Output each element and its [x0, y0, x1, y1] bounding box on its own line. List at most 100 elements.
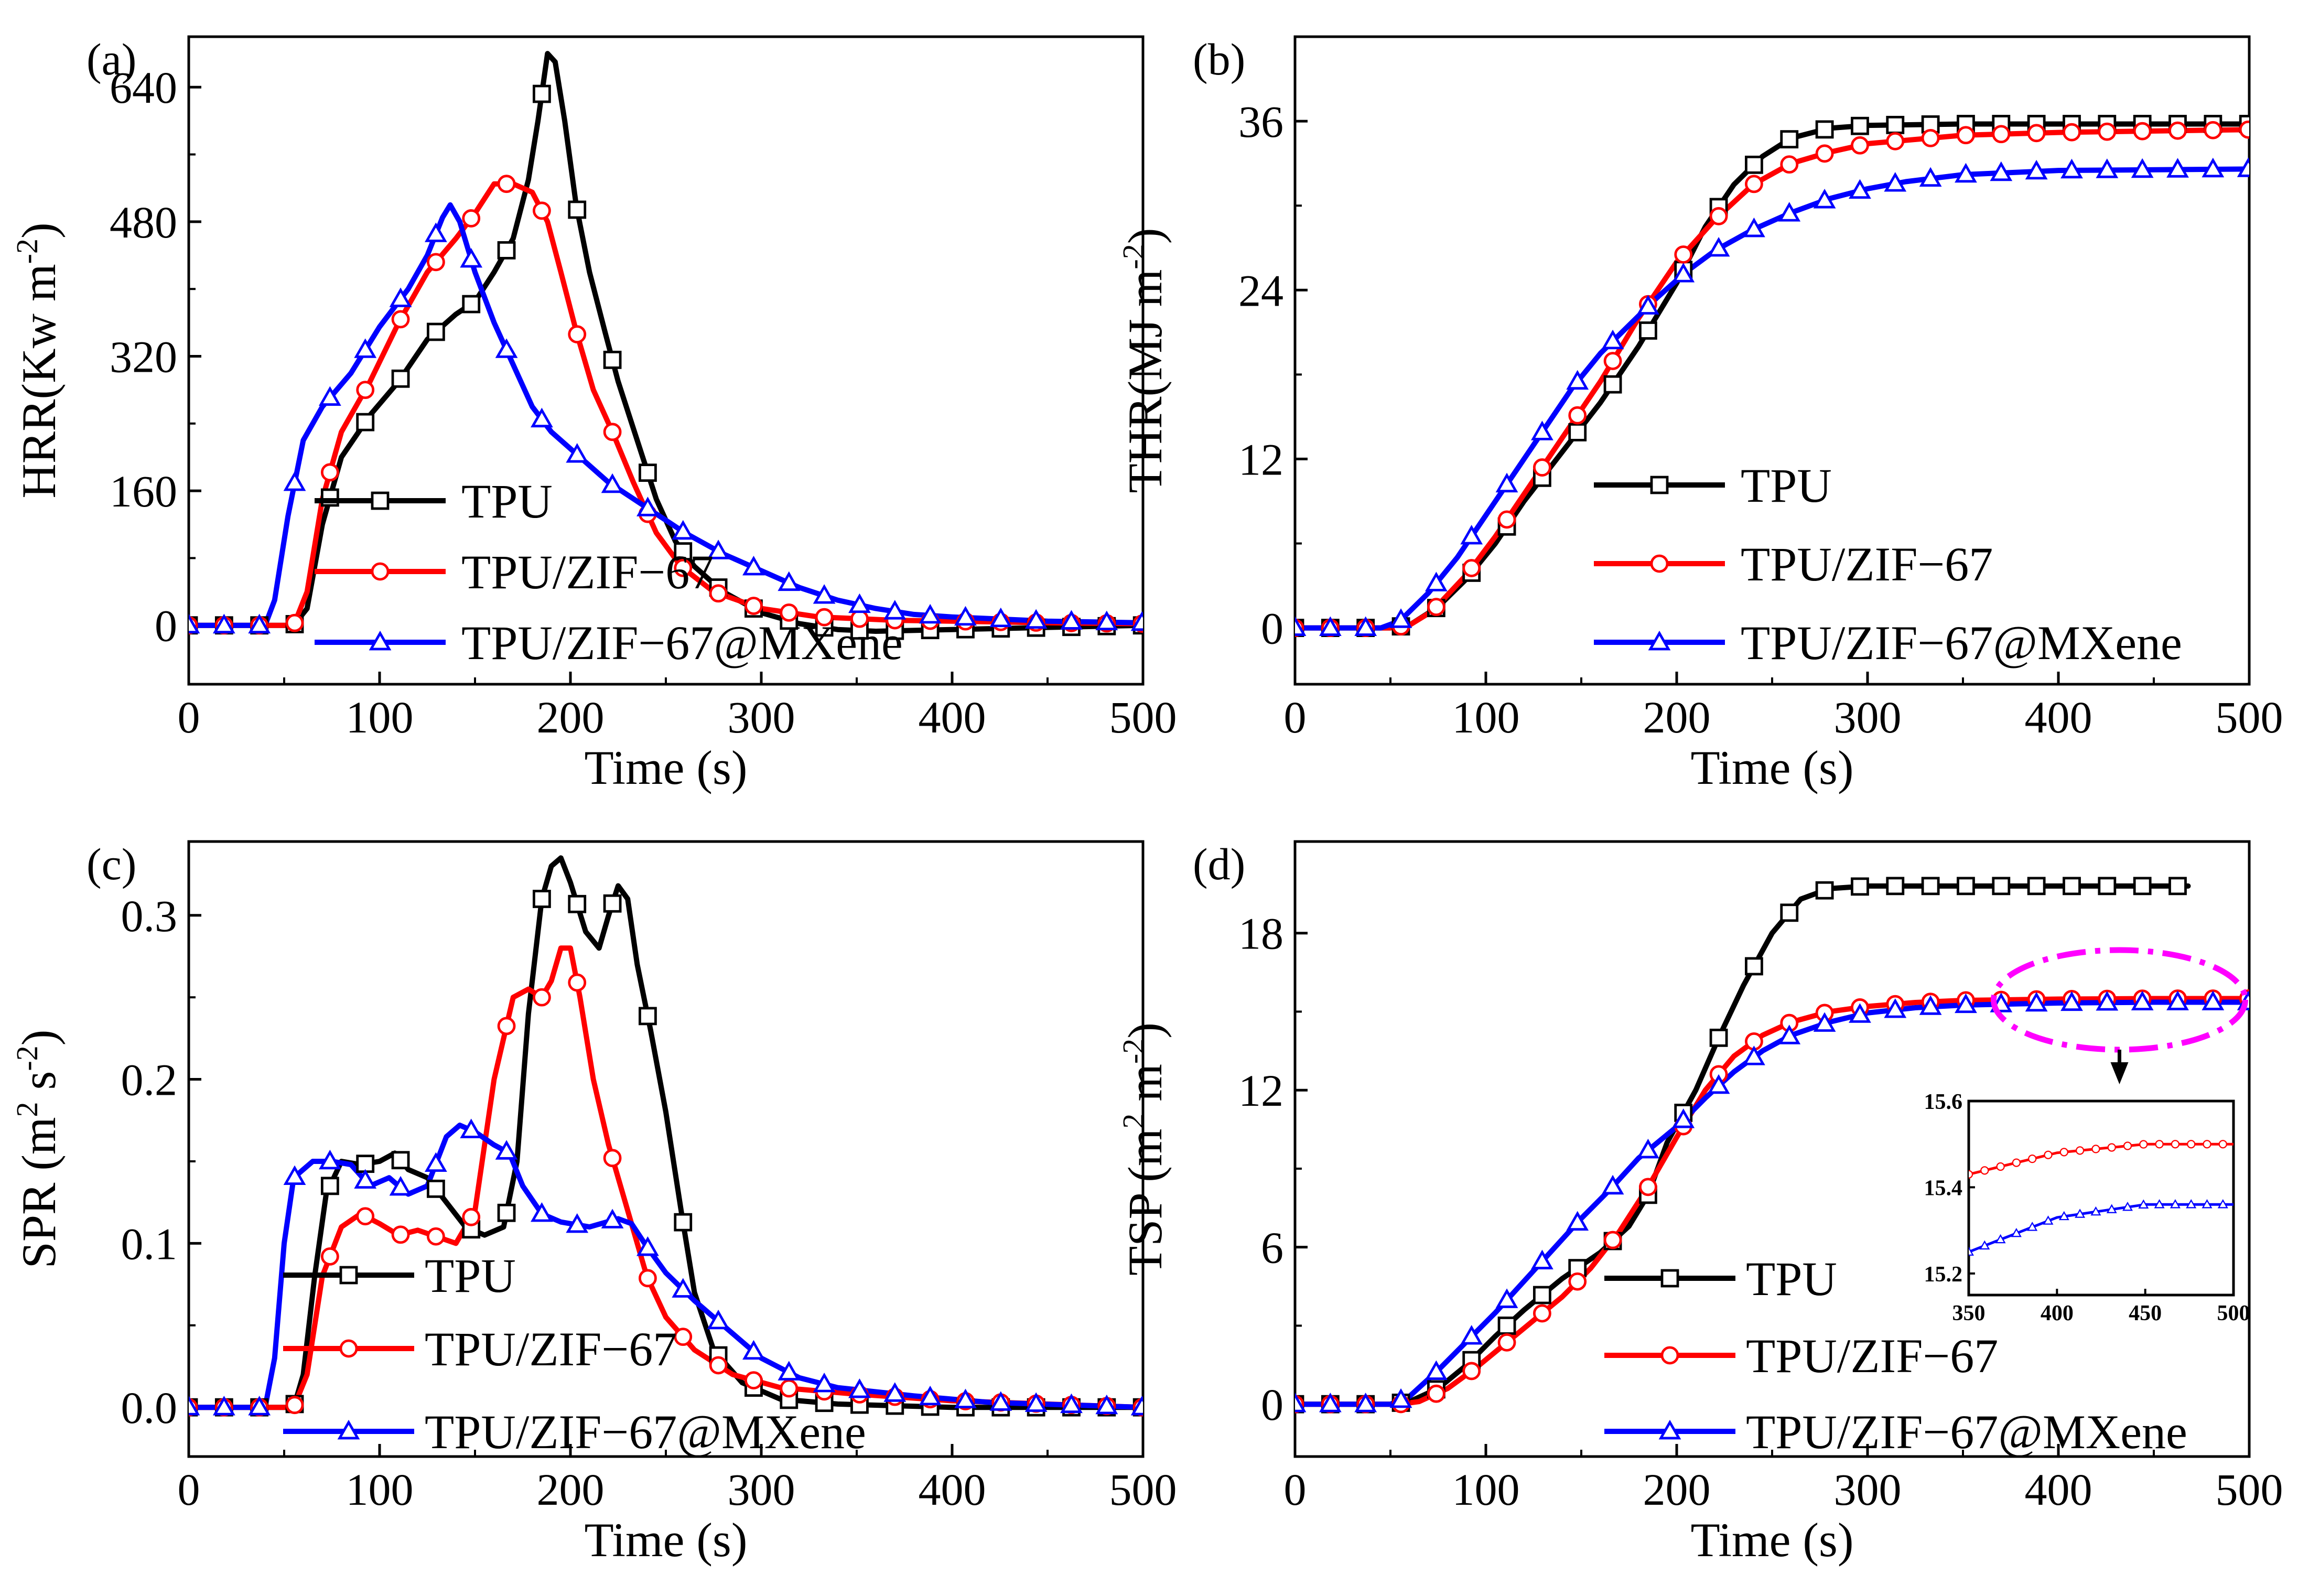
x-tick-label: 200	[537, 1464, 605, 1515]
inset-point-tpu-zif67-mxene	[2170, 1199, 2181, 1209]
data-point-tpu-zif67-mxene	[1601, 1174, 1624, 1195]
data-point-tpu-zif67-mxene	[919, 603, 942, 624]
data-point-tpu-zif67	[674, 558, 693, 577]
inset-point-tpu-zif67	[2028, 1155, 2037, 1163]
data-point-tpu-zif67-mxene	[2060, 158, 2083, 179]
data-point-tpu-zif67-mxene	[212, 1396, 235, 1416]
x-tick-label: 200	[1643, 1464, 1711, 1515]
y-tick-label: 640	[110, 62, 177, 113]
x-tick-label: 400	[2025, 1464, 2092, 1515]
data-point-tpu-zif67-mxene	[707, 1309, 730, 1330]
y-axis-label-superscript: 2	[10, 1102, 44, 1117]
data-point-tpu-zif67-mxene	[1778, 202, 1801, 222]
x-tick-label: 100	[1452, 1464, 1520, 1515]
y-axis-label: THR(MJ m-2)	[1116, 228, 1172, 493]
data-point-tpu-zif67-mxene	[707, 540, 730, 559]
data-point-tpu-zif67	[780, 603, 799, 622]
y-axis-label-superscript: -2	[10, 239, 44, 264]
data-point-tpu-zif67-mxene	[2131, 158, 2154, 178]
data-point-tpu-zif67-mxene	[1319, 616, 1342, 636]
y-axis-label-part: m	[1118, 1064, 1172, 1114]
data-point-tpu-zif67	[815, 608, 834, 627]
y-axis-label: TSP (m2 m-2)	[1116, 1022, 1172, 1276]
data-point-tpu-zif67	[462, 1207, 481, 1226]
data-point-tpu-zif67	[497, 1017, 516, 1036]
data-point-tpu-zif67-mxene	[389, 1176, 412, 1196]
data-point-tpu	[1533, 1286, 1551, 1304]
data-point-tpu-zif67-mxene	[2131, 990, 2154, 1010]
x-tick-label: 400	[919, 692, 986, 742]
data-point-tpu-zif67-mxene	[778, 571, 801, 591]
data-point-tpu-zif67-mxene	[2202, 990, 2225, 1010]
x-tick-label: 0	[178, 1464, 200, 1515]
data-point-tpu-zif67-mxene	[1849, 179, 1871, 199]
data-point-tpu-zif67	[568, 973, 587, 992]
data-point-tpu-zif67-mxene	[424, 1152, 447, 1172]
data-point-tpu-zif67-mxene	[531, 1202, 553, 1222]
data-point-tpu-zif67-mxene	[636, 497, 659, 516]
panel-c-spr: 0 100 200 300 400 500 0.0 0.1 0.2 0.3(c) Time (s) S…	[10, 839, 1177, 1567]
data-point-tpu	[639, 463, 657, 482]
data-point-tpu-zif67-mxene	[189, 1396, 200, 1416]
series-group	[1295, 115, 2249, 638]
data-point-tpu-zif67-mxene	[813, 584, 836, 604]
data-point-tpu	[1851, 877, 1869, 896]
y-tick-label: 24	[1238, 265, 1283, 316]
x-tick-label: 300	[1834, 692, 1902, 742]
data-point-tpu-zif67-mxene	[742, 555, 765, 576]
data-point-tpu-zif67	[1780, 155, 1799, 174]
legend-label-tpu-zif67-mxene: TPU/ZIF−67@MXene	[425, 1405, 866, 1459]
data-point-tpu-zif67	[426, 1227, 445, 1246]
data-point-tpu-zif67-mxene	[1637, 295, 1659, 315]
data-point-tpu-zif67-mxene	[1601, 329, 1624, 350]
panel-letter: (d)	[1193, 839, 1245, 889]
inset-point-tpu-zif67-mxene	[2106, 1204, 2117, 1213]
inset-point-tpu-zif67-mxene	[2138, 1199, 2149, 1209]
legend-label-tpu-zif67-mxene: TPU/ZIF−67@MXene	[1741, 616, 2182, 670]
y-tick-label: 320	[110, 331, 177, 382]
data-point-tpu-zif67-mxene	[1707, 236, 1730, 257]
data-point-tpu-zif67-mxene	[813, 1372, 836, 1393]
data-point-tpu-zif67-mxene	[1530, 420, 1553, 440]
x-tick-label: 300	[728, 692, 795, 742]
data-point-tpu-zif67	[533, 201, 551, 220]
legend-marker-tpu-zif67	[339, 1339, 358, 1358]
data-point-tpu-zif67-mxene	[1955, 163, 1977, 183]
data-point-tpu-zif67	[1462, 1362, 1481, 1381]
y-axis-label-superscript: 2	[1116, 1114, 1150, 1129]
series-group	[1295, 877, 2249, 1414]
panel-d-tsp: 0 100 200 300 400 500 0 6 12 18 (d) Time (s) TSP (m2…	[1116, 839, 2283, 1567]
panel-letter: (c)	[87, 839, 136, 889]
data-point-tpu-zif67-mxene	[283, 471, 306, 491]
inset-point-tpu-zif67	[1996, 1162, 2005, 1171]
data-point-tpu-zif67	[2133, 122, 2152, 141]
data-point-tpu	[320, 1177, 339, 1195]
data-point-tpu-zif67	[391, 1225, 410, 1244]
data-point-tpu-zif67-mxene	[460, 247, 483, 268]
x-tick-label: 100	[346, 692, 414, 742]
data-point-tpu	[1886, 877, 1905, 896]
data-point-tpu-zif67	[356, 1207, 375, 1226]
inset-point-tpu-zif67-mxene	[1969, 1246, 1974, 1256]
data-point-tpu	[497, 1203, 516, 1222]
x-tick-label: 400	[919, 1464, 986, 1515]
data-point-tpu	[1815, 881, 1834, 900]
y-tick-label: 36	[1238, 96, 1283, 147]
zoom-arrowhead	[2110, 1062, 2129, 1084]
legend-label-tpu-zif67: TPU/ZIF−67	[461, 545, 714, 599]
data-point-tpu	[1957, 877, 1975, 896]
data-point-tpu-zif67	[320, 463, 339, 482]
panel-b-thr: 0 100 200 300 400 500 0 12 24 36 (b) Time (s) THR(MJ…	[1116, 34, 2283, 794]
data-point-tpu-zif67-mxene	[1495, 472, 1518, 493]
panel-letter: (a)	[87, 34, 136, 84]
data-point-tpu-zif67-mxene	[1919, 995, 1942, 1015]
data-point-tpu	[603, 894, 622, 913]
data-point-tpu-zif67-mxene	[2202, 157, 2225, 178]
panel-letter: (b)	[1193, 34, 1245, 84]
y-tick-label: 18	[1238, 909, 1283, 959]
data-point-tpu-zif67-mxene	[248, 1396, 271, 1416]
data-point-tpu	[603, 350, 622, 369]
data-point-tpu-zif67-mxene	[1530, 1249, 1553, 1269]
inset-y-tick-label: 15.6	[1924, 1090, 1963, 1114]
data-point-tpu-zif67-mxene	[2060, 991, 2083, 1011]
